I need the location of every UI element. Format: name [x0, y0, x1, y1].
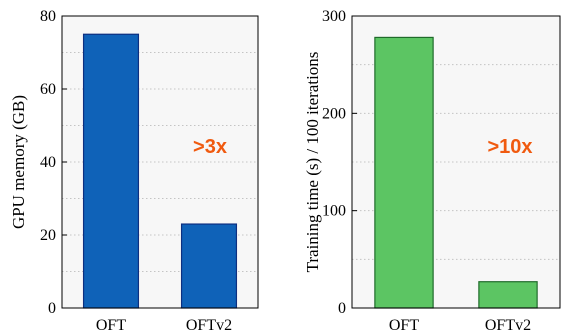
annotation-label: >3x	[193, 136, 227, 158]
y-tick-label: 0	[48, 300, 56, 317]
annotation-label: >10x	[487, 136, 532, 158]
x-tick-label: OFT	[389, 317, 419, 334]
training-time-chart: 0 100 200 300 OFT OFTv2 Training time (s) / …	[303, 8, 561, 334]
bar-oftv2	[478, 281, 538, 309]
y-tick-label: 20	[40, 227, 56, 244]
y-tick-label: 60	[40, 81, 56, 98]
y-tick-label: 80	[40, 8, 56, 25]
x-tick-label: OFT	[96, 317, 126, 334]
x-ticks: OFT OFTv2	[96, 317, 232, 334]
x-tick-label: OFTv2	[485, 317, 531, 334]
gpu-memory-chart: 0 20 40 60 80 OFT OFTv2 GPU memory (GB) >3x	[9, 8, 259, 334]
y-tick-label: 100	[322, 203, 346, 220]
bar-oft	[374, 36, 434, 309]
y-tick-label: 40	[40, 154, 56, 171]
y-axis-label: Training time (s) / 100 iterations	[303, 52, 322, 273]
grid-lines	[352, 64, 560, 260]
x-tick-label: OFTv2	[186, 317, 232, 334]
plot-frame	[351, 15, 561, 309]
y-tick-label: 300	[322, 8, 346, 25]
bar-oftv2	[180, 223, 238, 309]
y-ticks: 0 20 40 60 80	[40, 8, 67, 317]
x-ticks: OFT OFTv2	[389, 317, 531, 334]
y-axis-label: GPU memory (GB)	[9, 95, 28, 229]
y-tick-label: 0	[338, 300, 346, 317]
y-tick-label: 200	[322, 105, 346, 122]
y-ticks: 0 100 200 300	[322, 8, 357, 317]
bar-oft	[82, 33, 140, 309]
